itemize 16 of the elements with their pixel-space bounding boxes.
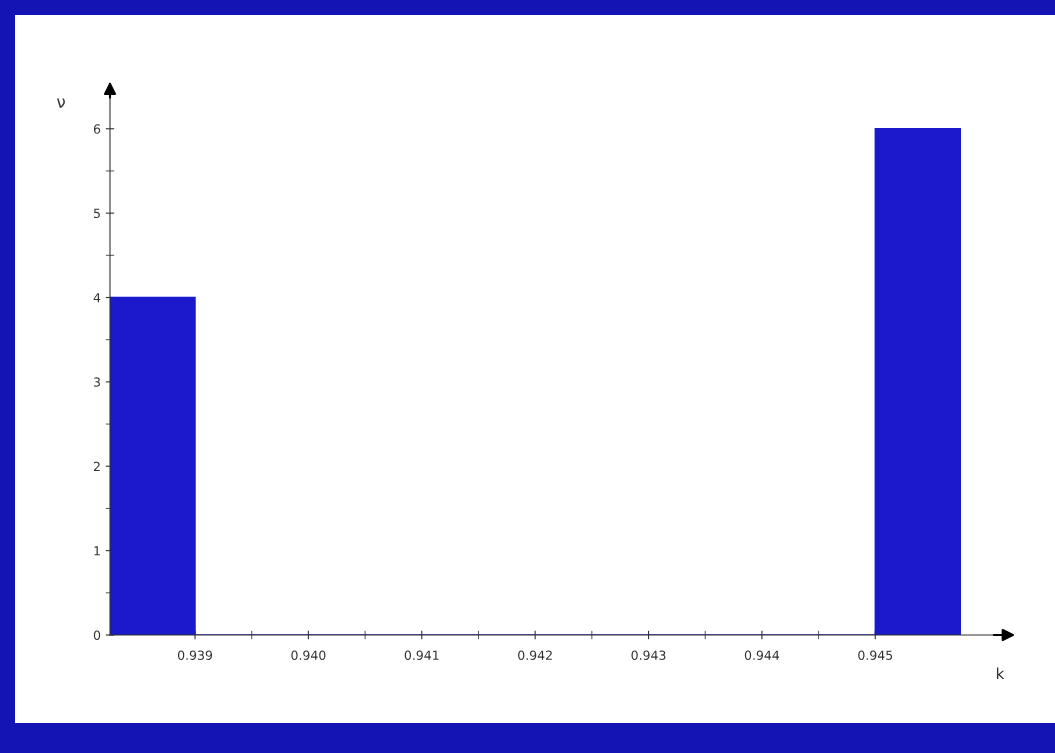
y-tick-label: 5 — [93, 208, 100, 219]
y-tick-label: 0 — [93, 630, 101, 640]
y-axis-title: ν — [57, 98, 65, 108]
x-tick-label: 0.943 — [631, 650, 666, 660]
x-tick-label: 0.939 — [177, 650, 213, 660]
x-tick-label: 0.944 — [744, 650, 780, 660]
y-tick-label: 3 — [93, 377, 100, 387]
y-tick-label: 4 — [93, 293, 101, 303]
x-tick-label: 0.942 — [518, 650, 552, 660]
y-tick-label: 2 — [93, 461, 100, 471]
x-axis-title: k — [996, 667, 1005, 680]
x-tick-label: 0.940 — [291, 650, 326, 660]
y-tick-label: 6 — [93, 124, 101, 134]
x-tick-label: 0.941 — [404, 650, 439, 660]
y-tick-label: 1 — [94, 546, 100, 556]
x-tick-label: 0.945 — [858, 650, 893, 660]
